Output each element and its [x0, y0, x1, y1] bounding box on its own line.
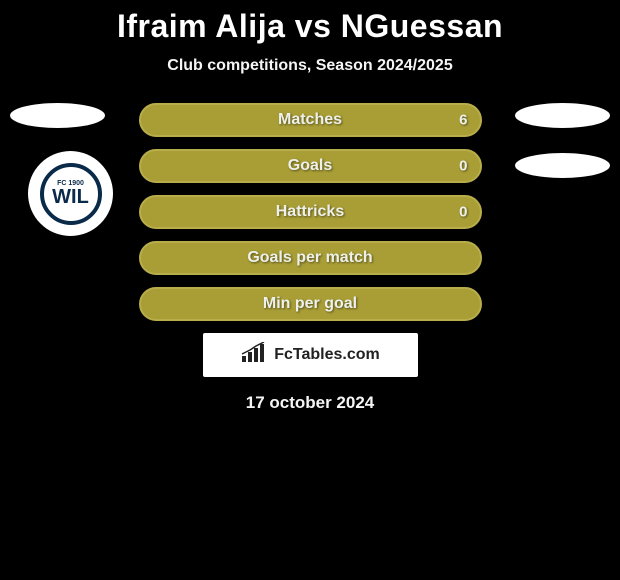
stat-row-goals[interactable]: Goals 0 — [139, 149, 482, 183]
club-logo-inner: FC 1900 WIL — [40, 163, 102, 225]
stat-label: Hattricks — [276, 203, 344, 221]
stat-value: 0 — [459, 204, 467, 221]
player2-badge-placeholder-2 — [515, 153, 610, 178]
stat-label: Goals per match — [247, 249, 372, 267]
brand-text: FcTables.com — [274, 346, 380, 364]
stat-value: 6 — [459, 112, 467, 129]
stat-row-matches[interactable]: Matches 6 — [139, 103, 482, 137]
stat-label: Matches — [278, 111, 342, 129]
content-area: FC 1900 WIL Matches 6 Goals 0 Hattricks … — [0, 103, 620, 413]
stat-rows: Matches 6 Goals 0 Hattricks 0 Goals per … — [139, 103, 482, 321]
club-logo: FC 1900 WIL — [28, 151, 113, 236]
comparison-title: Ifraim Alija vs NGuessan — [0, 0, 620, 45]
snapshot-date: 17 october 2024 — [0, 393, 620, 413]
stat-row-min-per-goal[interactable]: Min per goal — [139, 287, 482, 321]
brand-badge[interactable]: FcTables.com — [203, 333, 418, 377]
club-logo-line2: WIL — [52, 187, 89, 207]
chart-icon — [240, 342, 268, 369]
stat-row-hattricks[interactable]: Hattricks 0 — [139, 195, 482, 229]
stat-row-goals-per-match[interactable]: Goals per match — [139, 241, 482, 275]
stat-label: Min per goal — [263, 295, 357, 313]
stat-label: Goals — [288, 157, 332, 175]
player1-badge-placeholder — [10, 103, 105, 128]
comparison-subtitle: Club competitions, Season 2024/2025 — [0, 57, 620, 75]
stat-value: 0 — [459, 158, 467, 175]
player2-badge-placeholder — [515, 103, 610, 128]
